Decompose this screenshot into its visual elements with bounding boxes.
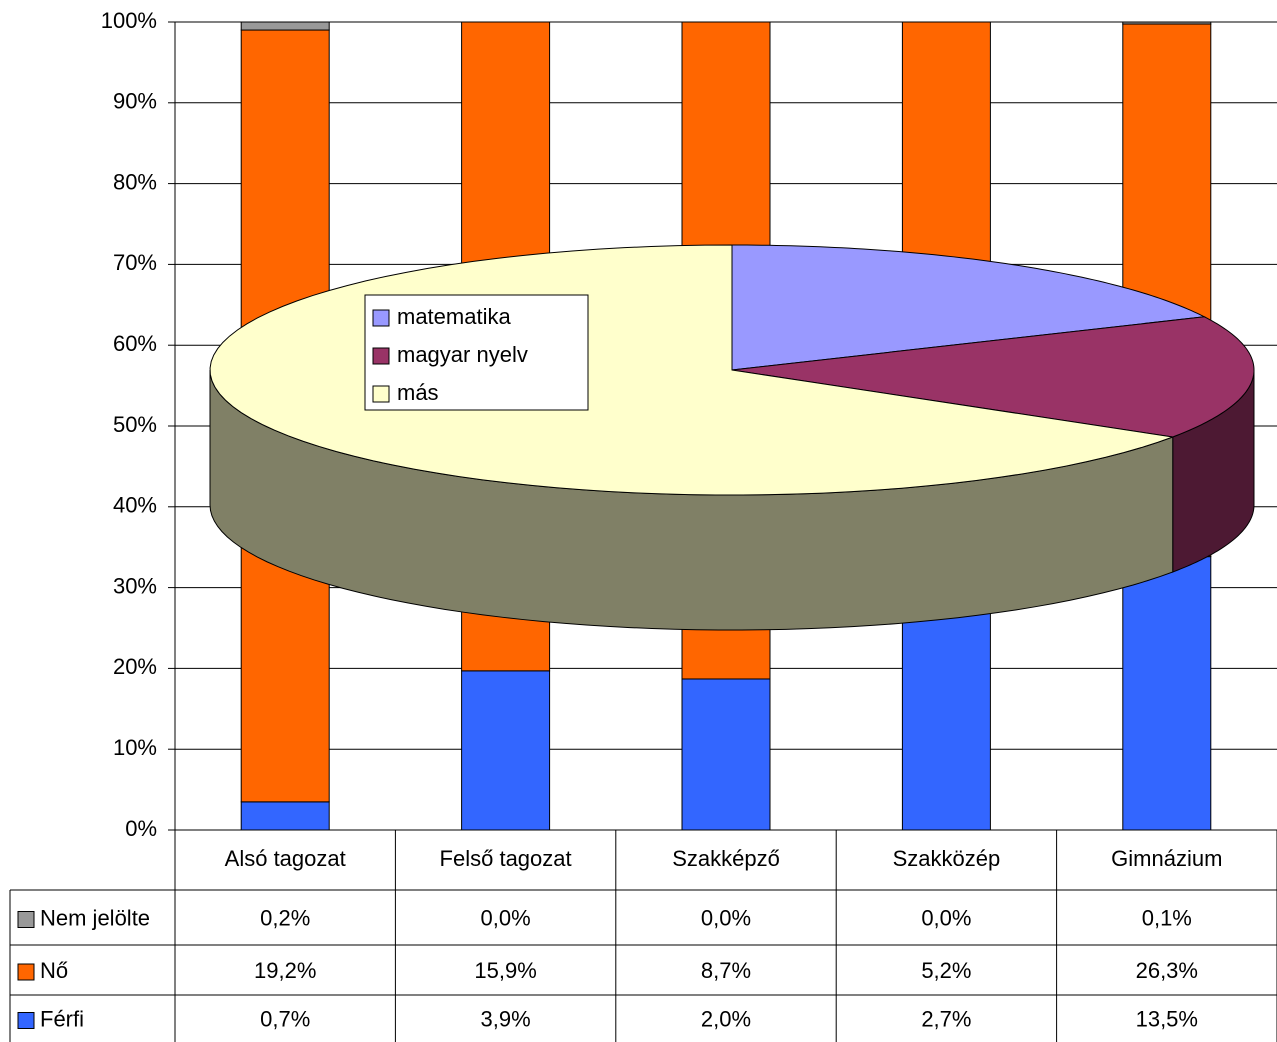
bar-segment [461, 670, 551, 831]
legend-box [364, 294, 589, 411]
bar-segment [240, 21, 330, 31]
bar-segment [1122, 21, 1212, 25]
legend-label: Nem jelölte [40, 905, 150, 930]
legend-swatch [17, 911, 35, 928]
pie-slice [731, 316, 1255, 438]
bar-segment [681, 678, 771, 831]
table-cell: 0,7% [260, 1006, 310, 1031]
y-tick-label: 60% [113, 331, 157, 356]
legend-label: matematika [397, 304, 511, 329]
table-cell: 5,2% [921, 958, 971, 983]
y-tick-label: 30% [113, 573, 157, 598]
table-cell: 0,0% [481, 905, 531, 930]
y-tick-label: 40% [113, 493, 157, 518]
table-cell: 2,7% [921, 1006, 971, 1031]
y-tick-label: 100% [101, 8, 157, 33]
y-tick-label: 10% [113, 735, 157, 760]
pie-slice [731, 244, 1207, 371]
legend-swatch [372, 347, 390, 365]
table-cell: 3,9% [481, 1006, 531, 1031]
y-tick-label: 0% [125, 816, 157, 841]
legend-swatch [17, 1012, 35, 1029]
table-cell: 2,0% [701, 1006, 751, 1031]
table-cell: 13,5% [1136, 1006, 1198, 1031]
legend-label: magyar nyelv [397, 342, 528, 367]
y-tick-label: 70% [113, 250, 157, 275]
legend-swatch [17, 963, 35, 981]
legend-swatch [372, 385, 390, 403]
y-tick-label: 50% [113, 412, 157, 437]
x-tick-label: Alsó tagozat [225, 846, 346, 871]
y-tick-label: 80% [113, 169, 157, 194]
bar-segment [1122, 556, 1212, 831]
x-tick-label: Szakképző [672, 846, 780, 871]
legend-label: Férfi [40, 1006, 84, 1031]
table-cell: 26,3% [1136, 958, 1198, 983]
table-cell: 19,2% [254, 958, 316, 983]
table-cell: 15,9% [474, 958, 536, 983]
x-tick-label: Szakközép [893, 846, 1001, 871]
bar-segment [240, 801, 330, 831]
y-tick-label: 90% [113, 89, 157, 114]
table-cell: 0,1% [1142, 905, 1192, 930]
y-tick-label: 20% [113, 654, 157, 679]
x-tick-label: Felső tagozat [440, 846, 572, 871]
table-cell: 0,0% [921, 905, 971, 930]
legend-label: Nő [40, 958, 68, 983]
table-cell: 0,0% [701, 905, 751, 930]
x-tick-label: Gimnázium [1111, 846, 1222, 871]
legend-swatch [372, 309, 390, 327]
table-cell: 0,2% [260, 905, 310, 930]
table-cell: 8,7% [701, 958, 751, 983]
legend-label: más [397, 380, 439, 405]
